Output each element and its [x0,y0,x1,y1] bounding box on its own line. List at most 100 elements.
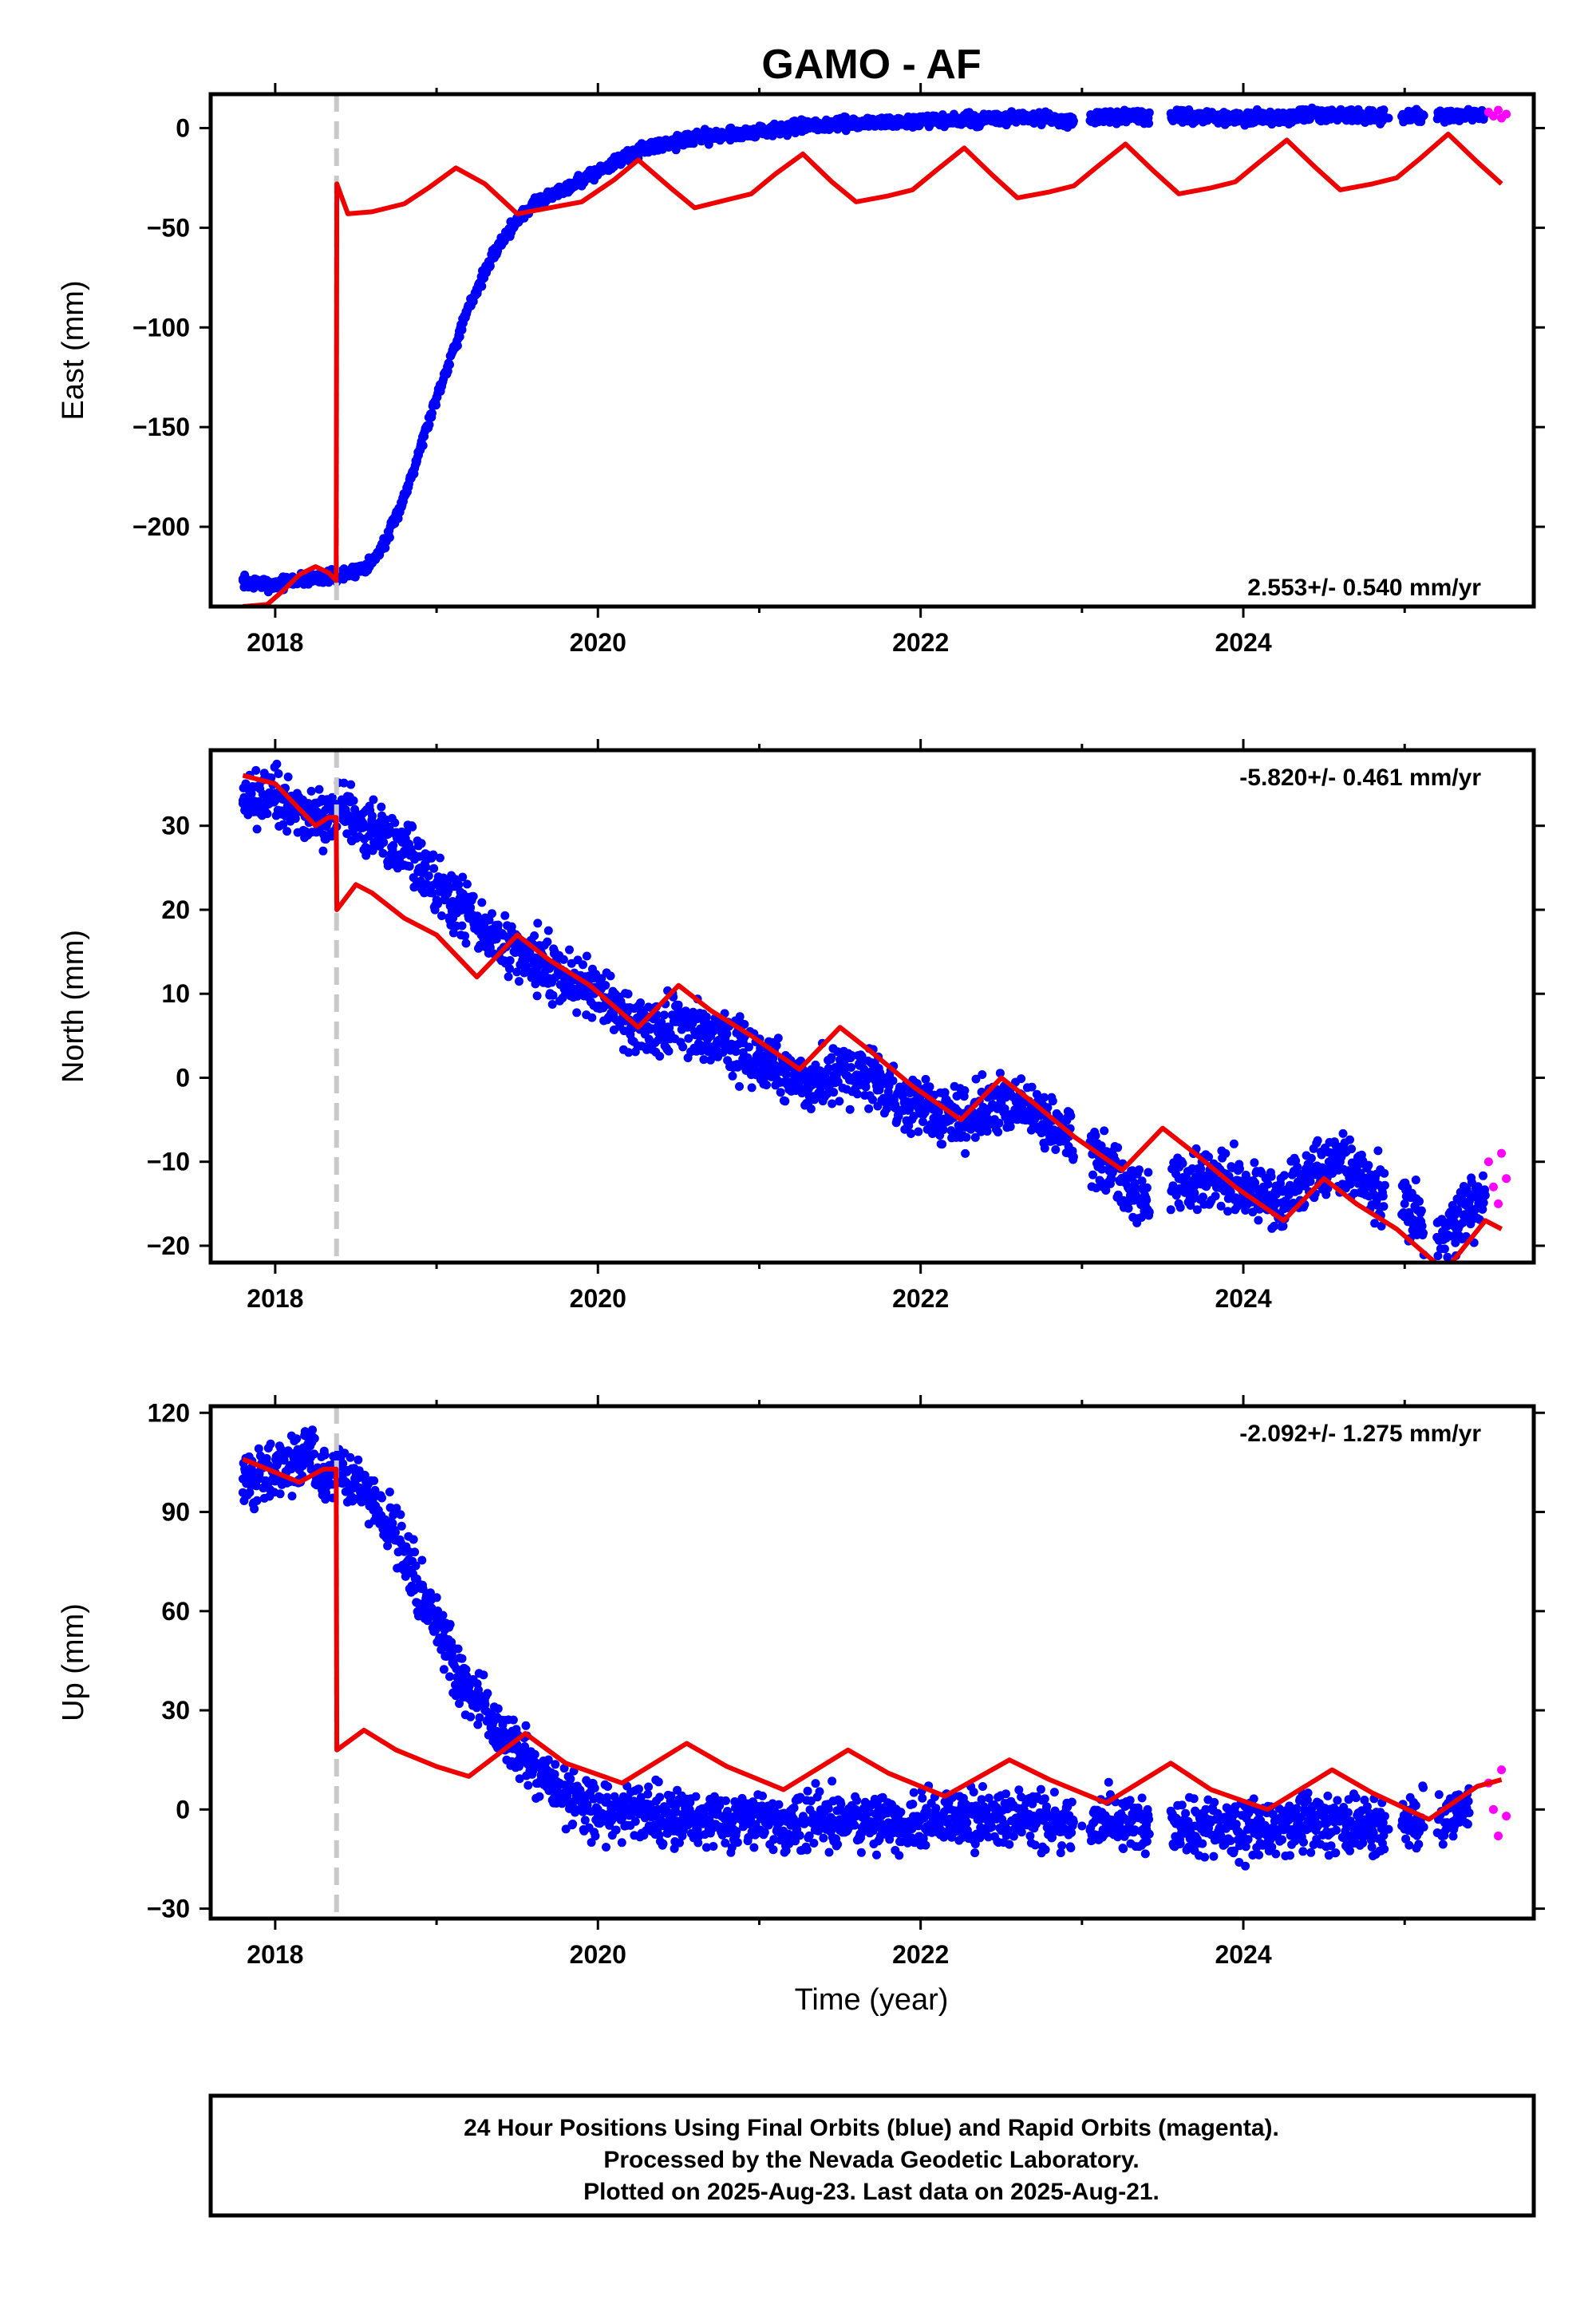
x-tick-label: 2020 [570,1284,626,1313]
plot-area-north [238,750,1511,1263]
final-orbit-point [454,880,464,889]
final-orbit-point [1266,1172,1276,1181]
final-orbit-point [806,1105,816,1113]
final-orbit-point [738,1048,748,1057]
final-orbit-point [346,1452,355,1462]
final-orbit-point [551,1760,560,1769]
y-tick-label: 0 [176,1063,190,1092]
final-orbit-point [438,1611,448,1620]
final-orbit-point [883,117,893,127]
final-orbit-point [882,1105,891,1113]
final-orbit-point [559,1764,569,1773]
final-orbit-point [377,802,386,812]
final-orbit-point [803,1081,812,1091]
final-orbit-point [250,1504,259,1514]
final-orbit-point [306,786,316,796]
final-orbit-point [1379,1202,1389,1211]
final-orbit-point [1061,115,1071,124]
final-orbit-point [674,1000,683,1010]
final-orbit-point [349,796,358,805]
final-orbit-point [377,1493,386,1503]
final-orbit-point [828,1099,837,1109]
plot-frame [208,92,1536,609]
final-orbit-point [424,871,433,880]
model-curve [243,132,1503,607]
final-orbit-point [847,1051,856,1060]
final-orbit-point [1069,1152,1078,1162]
y-tick-label: −10 [147,1148,190,1176]
final-orbit-point [361,851,371,860]
y-tick-label: −100 [132,313,190,342]
final-orbit-point [568,1820,578,1828]
final-orbit-point [359,1496,369,1506]
final-orbit-point [508,1715,518,1725]
final-orbit-point [580,1816,590,1825]
final-orbit-point [1040,1144,1049,1153]
final-orbit-point [623,990,633,998]
final-orbit-point [1335,109,1345,119]
final-orbit-point [601,981,610,990]
final-orbit-point [339,778,349,788]
final-orbit-point [1279,1171,1289,1180]
final-orbit-point [425,420,434,429]
final-orbit-point [658,139,667,148]
plot-frame [208,748,1536,1265]
final-orbit-point [247,578,256,587]
final-orbit-point [445,1619,455,1629]
final-orbit-point [428,409,437,418]
final-orbit-point [468,891,478,901]
final-orbit-point [1066,1111,1076,1120]
final-orbit-point [1415,1196,1424,1206]
final-orbit-point [408,822,417,832]
final-orbit-point [655,1052,665,1061]
final-orbit-point [728,1071,737,1081]
final-orbit-point [1479,1171,1487,1180]
rapid-orbit-point [1497,1148,1507,1158]
final-orbit-point [251,1481,261,1491]
final-orbit-point [852,1089,862,1099]
final-orbit-point [283,773,293,781]
final-orbit-point [1238,113,1248,123]
final-orbit-point [543,1755,553,1765]
final-orbit-point [1364,1160,1373,1170]
final-orbit-point [279,820,288,829]
final-orbit-point [684,1034,693,1043]
final-orbit-point [1416,1206,1426,1215]
final-orbit-point [428,888,437,898]
final-orbit-point [642,1022,651,1032]
final-orbit-point [824,1064,833,1073]
rapid-orbit-point [1494,1199,1503,1208]
final-orbit-point [496,237,506,247]
final-orbit-point [722,129,732,139]
final-orbit-point [1132,1184,1141,1193]
final-orbit-point [1370,1219,1380,1228]
final-orbit-point [439,1665,448,1674]
final-orbit-point [1303,1174,1313,1184]
final-orbit-point [389,1511,398,1520]
final-orbit-point [477,898,487,907]
final-orbit-point [1440,1244,1449,1254]
final-orbit-point [292,1434,302,1444]
final-orbit-point [455,1699,464,1709]
final-orbit-point [1166,1205,1175,1215]
final-orbit-point [245,1488,255,1497]
final-orbit-point [994,1128,1003,1136]
final-orbit-point [624,1048,634,1057]
final-orbit-point [659,1010,669,1020]
final-orbit-point [417,839,426,848]
final-orbit-point [1040,1093,1049,1102]
final-orbit-point [582,951,591,961]
final-orbit-point [383,1541,393,1551]
final-orbit-point [512,947,522,957]
final-orbit-point [390,818,400,828]
final-orbit-point [437,1645,446,1654]
final-orbit-point [466,903,476,912]
final-orbit-point [705,1055,715,1065]
final-orbit-point [1478,1204,1487,1214]
final-orbit-point [532,991,542,1001]
x-tick-label: 2018 [247,628,303,657]
final-orbit-point [606,971,615,981]
x-tick-label: 2022 [892,628,949,657]
final-orbit-point [861,1082,871,1092]
